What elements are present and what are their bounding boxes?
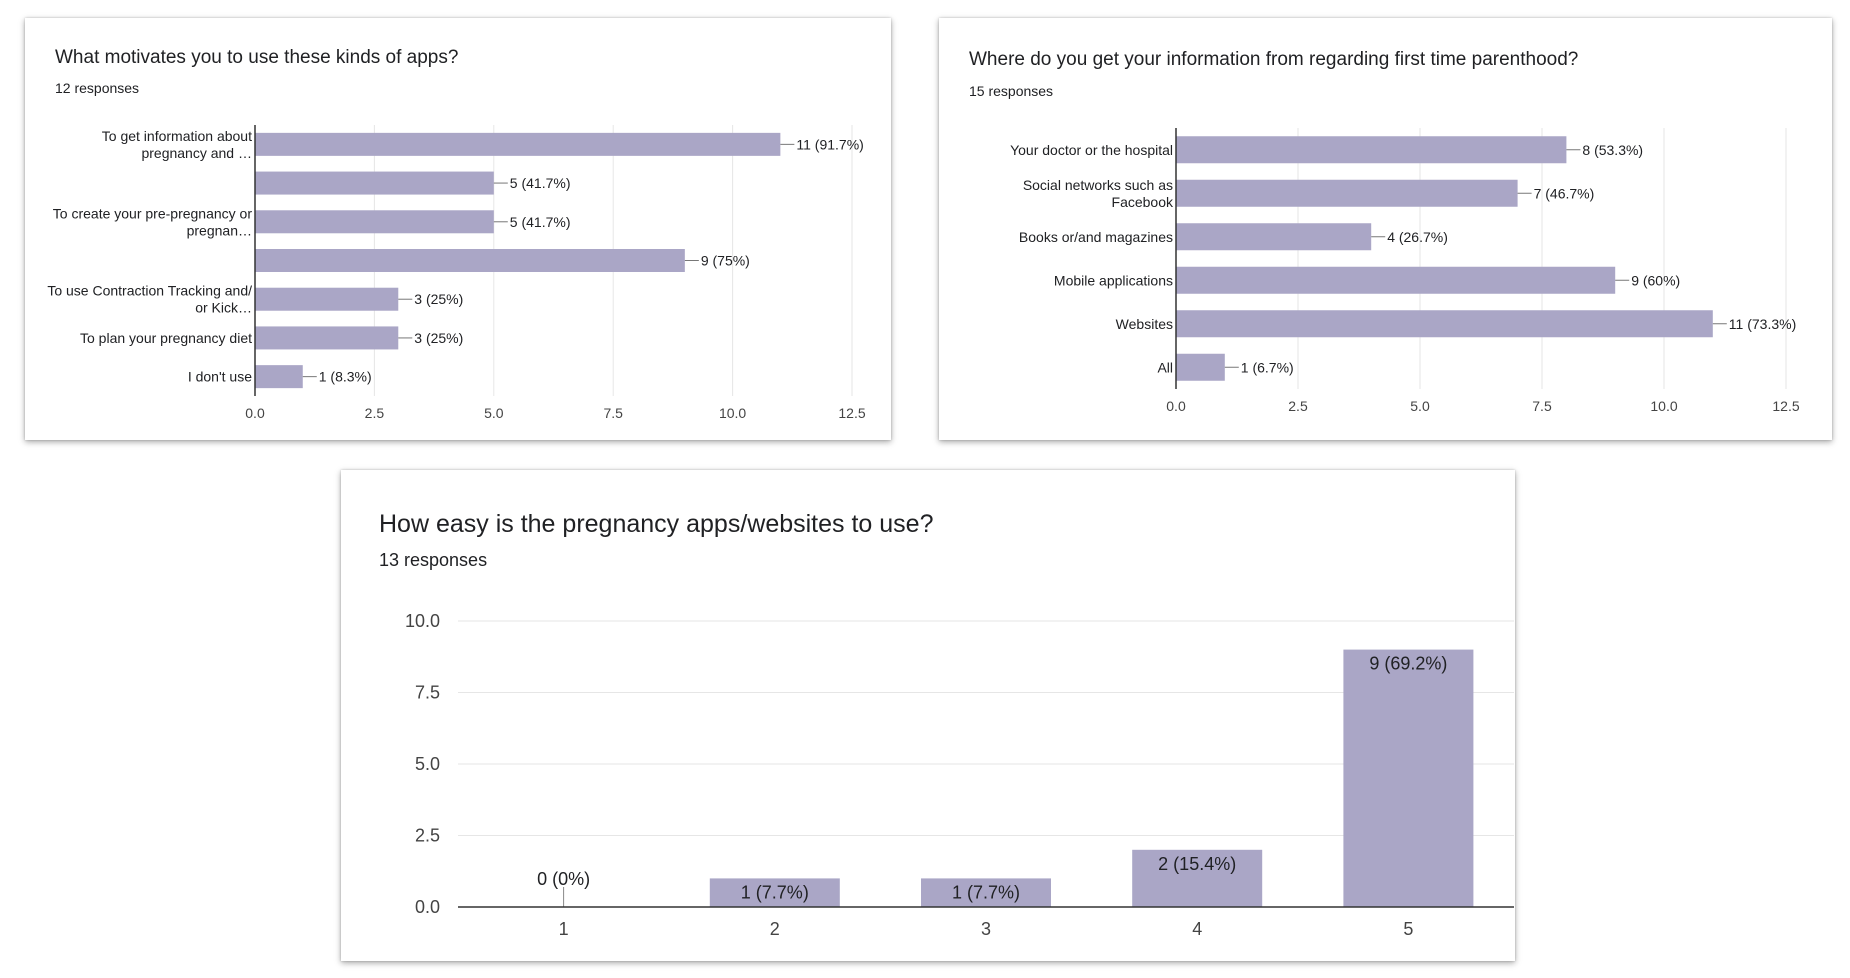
bar [1176, 179, 1518, 207]
x-tick-label: 2.5 [365, 405, 385, 421]
chart-ease-of-use: How easy is the pregnancy apps/websites … [379, 510, 1514, 939]
plot-area: 0.0 2.5 5.0 7.5 10.0 12.5 8 (53.3%) Your doctor… [1010, 128, 1800, 414]
bar [255, 287, 399, 311]
chart-title: How easy is the pregnancy apps/websites … [379, 510, 933, 538]
bar [1176, 310, 1713, 338]
bar [255, 171, 494, 195]
y-tick-label: 10.0 [405, 611, 440, 631]
bar [255, 365, 303, 389]
data-label: 11 (73.3%) [1729, 316, 1796, 332]
chart-title: Where do you get your information from r… [969, 49, 1578, 70]
y-tick-label: 0.0 [415, 897, 440, 917]
data-label: 9 (60%) [1631, 272, 1680, 288]
data-label: 11 (91.7%) [796, 136, 863, 152]
chart-card-ease-of-use: How easy is the pregnancy apps/websites … [341, 470, 1515, 961]
data-label: 8 (53.3%) [1582, 142, 1643, 158]
x-tick-label: 4 [1192, 919, 1202, 939]
data-label: 1 (7.7%) [741, 882, 809, 902]
bar [1176, 266, 1616, 294]
x-tick-label: 10.0 [719, 405, 746, 421]
category-label: or Kick… [195, 300, 252, 316]
x-tick-label: 10.0 [1650, 398, 1677, 414]
response-count: 13 responses [379, 550, 487, 570]
data-label: 5 (41.7%) [510, 175, 571, 191]
chart-title: What motivates you to use these kinds of… [55, 47, 458, 68]
chart-info-sources: Where do you get your information from r… [969, 49, 1800, 414]
x-tick-label: 0.0 [1166, 398, 1186, 414]
category-label: I don't use [188, 369, 252, 385]
x-tick-label: 3 [981, 919, 991, 939]
category-label: Your doctor or the hospital [1010, 142, 1173, 158]
category-label: To use Contraction Tracking and/ [47, 283, 252, 299]
bar [255, 249, 685, 272]
x-tick-label: 7.5 [603, 405, 623, 421]
x-tick-label: 2.5 [1288, 398, 1308, 414]
bar [921, 878, 1051, 907]
x-tick-label: 1 [559, 919, 569, 939]
data-label: 4 (26.7%) [1387, 229, 1448, 245]
chart-motivations: What motivates you to use these kinds of… [47, 47, 866, 421]
response-count: 12 responses [55, 80, 139, 96]
bar [1132, 849, 1263, 907]
category-label: Websites [1116, 316, 1173, 332]
category-label: Social networks such as [1023, 177, 1173, 193]
x-tick-label: 7.5 [1532, 398, 1552, 414]
x-tick-label: 5.0 [1410, 398, 1430, 414]
chart-card-info-sources: Where do you get your information from r… [939, 18, 1832, 440]
x-tick-label: 5 [1403, 919, 1413, 939]
bar [709, 878, 840, 907]
x-tick-label: 2 [770, 919, 780, 939]
category-label: pregnancy and … [141, 145, 252, 161]
x-tick-label: 0.0 [245, 405, 265, 421]
x-tick-label: 12.5 [1772, 398, 1799, 414]
data-label: 1 (8.3%) [319, 369, 372, 385]
category-label: Facebook [1112, 194, 1174, 210]
data-label: 3 (25%) [414, 330, 463, 346]
plot-area: 0.0 2.5 5.0 7.5 10.0 0 (0%) 1 1 (7.7%) 2 1 (7.7%)… [405, 611, 1514, 939]
bar [1343, 649, 1474, 907]
category-label: To create your pre-pregnancy or [53, 205, 253, 221]
category-label: Mobile applications [1054, 272, 1173, 288]
bar [255, 210, 494, 234]
x-tick-label: 5.0 [484, 405, 504, 421]
data-label: 1 (7.7%) [952, 882, 1020, 902]
data-label: 9 (75%) [701, 253, 750, 269]
bar [1176, 223, 1372, 251]
data-label: 1 (6.7%) [1241, 359, 1294, 375]
data-label: 2 (15.4%) [1158, 854, 1236, 874]
chart-card-motivations: What motivates you to use these kinds of… [25, 18, 891, 440]
y-tick-label: 2.5 [415, 826, 440, 846]
plot-area: 0.0 2.5 5.0 7.5 10.0 12.5 11 (91.7%) To get inf… [47, 125, 866, 421]
y-tick-label: 7.5 [415, 683, 440, 703]
data-label: 7 (46.7%) [1534, 185, 1595, 201]
category-label: All [1157, 359, 1173, 375]
bar [1176, 353, 1225, 381]
bar [255, 132, 781, 156]
response-count: 15 responses [969, 83, 1053, 99]
bar [255, 326, 399, 350]
data-label: 0 (0%) [537, 869, 590, 889]
category-label: pregnan… [187, 222, 252, 238]
category-label: To plan your pregnancy diet [80, 330, 252, 346]
category-label: Books or/and magazines [1019, 229, 1173, 245]
category-label: To get information about [102, 128, 252, 144]
y-tick-label: 5.0 [415, 754, 440, 774]
x-tick-label: 12.5 [838, 405, 865, 421]
data-label: 3 (25%) [414, 291, 463, 307]
data-label: 9 (69.2%) [1369, 654, 1447, 674]
bar [1176, 136, 1567, 164]
data-label: 5 (41.7%) [510, 214, 571, 230]
